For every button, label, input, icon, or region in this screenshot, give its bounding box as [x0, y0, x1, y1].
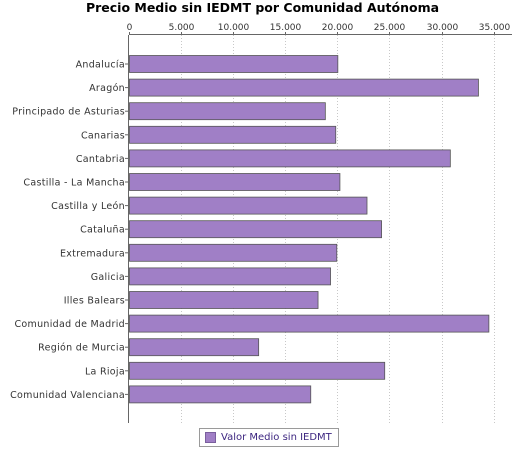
bar: [129, 196, 368, 215]
x-tick-label: 10.000: [218, 23, 250, 33]
x-tick-label: 5.000: [169, 23, 195, 33]
x-tick-label: 20.000: [322, 23, 354, 33]
bar: [129, 55, 339, 73]
category-label: Cataluña: [80, 225, 125, 236]
x-tick-label: 15.000: [270, 23, 302, 33]
bar: [129, 220, 382, 239]
bar: [129, 338, 260, 357]
category-label: Castilla - La Mancha: [23, 178, 125, 189]
bar: [129, 314, 490, 333]
category-label: Galicia: [91, 272, 125, 283]
bar: [129, 291, 319, 309]
category-label: Cantabria: [76, 154, 125, 165]
x-tick-label: 35.000: [479, 23, 511, 33]
legend-swatch: [205, 432, 216, 443]
category-label: Comunidad de Madrid: [14, 319, 125, 330]
x-tick-label: 0: [127, 23, 133, 33]
category-label: Región de Murcia: [38, 343, 125, 354]
x-tick-label: 30.000: [427, 23, 459, 33]
legend: Valor Medio sin IEDMT: [199, 428, 339, 447]
category-label: Aragón: [89, 83, 125, 94]
category-label: Andalucía: [76, 60, 125, 71]
category-label: La Rioja: [85, 366, 125, 377]
category-label: Principado de Asturias: [12, 107, 125, 118]
category-label: Illes Balears: [64, 296, 125, 307]
category-label: Canarias: [81, 130, 125, 141]
bar: [129, 173, 341, 191]
chart-title: Precio Medio sin IEDMT por Comunidad Aut…: [85, 0, 440, 15]
bar: [129, 149, 451, 168]
bar: [129, 267, 331, 286]
category-label: Comunidad Valenciana: [10, 390, 125, 401]
bar: [129, 385, 312, 404]
bar: [129, 78, 479, 97]
category-label: Castilla y León: [51, 201, 125, 212]
legend-label: Valor Medio sin IEDMT: [221, 432, 332, 443]
bar: [129, 243, 338, 262]
category-label: Extremadura: [60, 248, 125, 259]
x-tick-label: 25.000: [374, 23, 406, 33]
bar: [129, 102, 326, 121]
bar: [129, 361, 386, 380]
bar: [129, 125, 337, 144]
